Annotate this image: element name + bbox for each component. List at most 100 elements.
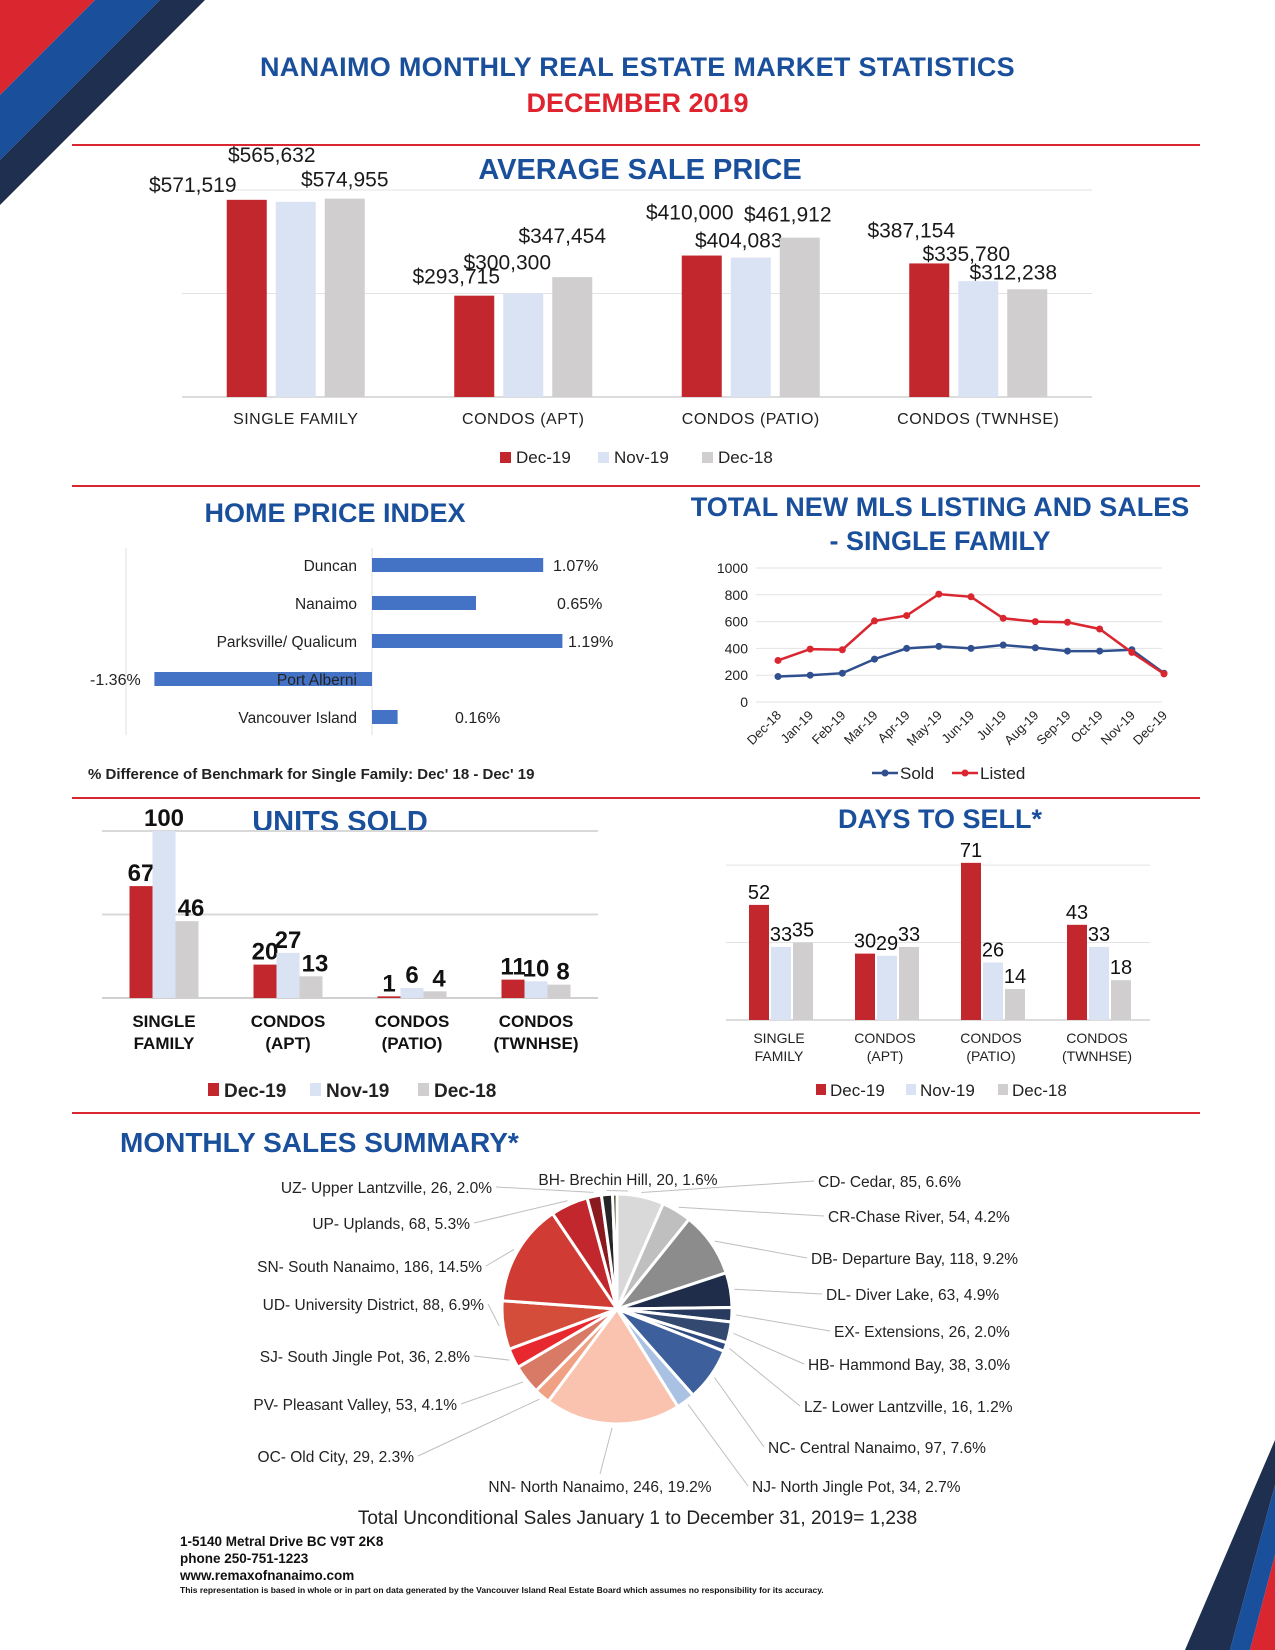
data-label: 20 (252, 939, 279, 966)
leader-line (417, 1398, 540, 1457)
data-label: 4 (432, 965, 446, 992)
bar-dec-18 (552, 277, 593, 397)
series-point-sold (1096, 647, 1104, 655)
sales-summary-title: MONTHLY SALES SUMMARY* (120, 1127, 519, 1158)
series-point-sold (1064, 647, 1071, 655)
legend-label: Dec-18 (434, 1081, 496, 1102)
pie-label: UD- University District, 88, 6.9% (263, 1297, 485, 1314)
sales-summary-pie-chart: CD- Cedar, 85, 6.6% CR-Chase River, 54, 4… (253, 1172, 1018, 1496)
units-sold-title: UNITS SOLD (252, 806, 428, 838)
bar-nov-19 (958, 281, 999, 397)
legend-marker (881, 769, 889, 777)
contact-website[interactable]: www.remaxofnanaimo.com (180, 1568, 355, 1583)
series-point-sold (774, 673, 782, 681)
hpi-category-label: Nanaimo (295, 596, 357, 613)
pie-slice (500, 1211, 620, 1311)
hpi-category-label: Port Alberni (277, 672, 357, 689)
series-point-listed (774, 656, 782, 664)
legend-label: Sold (900, 764, 934, 783)
legend-swatch (816, 1084, 826, 1095)
bar-dec-18 (1111, 980, 1131, 1020)
data-label: 29 (876, 933, 898, 955)
legend-label: Nov-19 (920, 1081, 975, 1100)
total-sales: Total Unconditional Sales January 1 to D… (357, 1508, 918, 1529)
category-label: CONDOS (499, 1012, 574, 1031)
hpi-value-label: 1.19% (568, 634, 613, 651)
data-label: $565,632 (228, 144, 316, 167)
avg-sale-price-chart: $571,519 $565,632$574,955 SINGLE FAMILY $29… (149, 144, 1092, 467)
contact-phone: phone 250-751-1223 (180, 1551, 309, 1566)
legend-label: Nov-19 (614, 448, 669, 467)
category-label: SINGLE (753, 1030, 804, 1046)
leader-line (473, 1200, 568, 1224)
leader-line (487, 1303, 500, 1327)
pie-label: SN- South Nanaimo, 186, 14.5% (257, 1259, 482, 1276)
leader-line (678, 1206, 825, 1217)
pie-label: BH- Brechin Hill, 20, 1.6% (538, 1172, 717, 1189)
section-divider (72, 485, 1200, 487)
bottom-right-blue-stripe (1230, 1485, 1275, 1650)
mls-title-line2: - SINGLE FAMILY (829, 526, 1051, 556)
section-divider (72, 797, 1200, 799)
bar-nov-19 (877, 955, 897, 1020)
bottom-right-red-stripe (1250, 1555, 1275, 1650)
data-label: 33 (770, 924, 792, 946)
pie-slice (546, 1306, 680, 1426)
data-label: 8 (556, 959, 569, 986)
bar-dec-19 (1067, 924, 1087, 1020)
leader-line (485, 1248, 515, 1267)
legend-label: Dec-19 (830, 1081, 885, 1100)
hpi-category-label: Parksville/ Qualicum (217, 634, 357, 651)
data-label: 18 (1110, 957, 1132, 979)
leader-line (713, 1377, 765, 1448)
series-point-listed (935, 590, 943, 598)
category-label: CONDOS (375, 1012, 450, 1031)
bar-dec-18 (793, 942, 813, 1020)
bar-nov-19 (983, 962, 1003, 1020)
legend-swatch (310, 1083, 321, 1096)
pie-label: CR-Chase River, 54, 4.2% (828, 1209, 1010, 1226)
pie-label: SJ- South Jingle Pot, 36, 2.8% (260, 1349, 470, 1366)
series-point-sold (903, 644, 911, 652)
leader-line (473, 1355, 510, 1361)
bar-nov-19 (1089, 946, 1109, 1020)
leader-line (733, 1332, 805, 1365)
bar-dec-19 (749, 904, 769, 1020)
legend-label: Dec-19 (516, 448, 571, 467)
series-point-sold (871, 655, 878, 663)
bar-dec-18 (299, 976, 323, 998)
legend-label: Nov-19 (326, 1081, 389, 1102)
category-label: CONDOS (TWNHSE) (897, 411, 1059, 428)
hpi-bar (372, 710, 398, 724)
category-label: FAMILY (134, 1034, 195, 1053)
data-label: 33 (1088, 924, 1110, 946)
bar-dec-18 (324, 198, 365, 397)
data-label: 100 (144, 805, 184, 832)
page-title: NANAIMO MONTHLY REAL ESTATE MARKET STATI… (259, 52, 1015, 82)
data-label: 11 (500, 954, 525, 981)
series-point-sold (935, 642, 943, 650)
leader-line (687, 1404, 749, 1487)
data-label: $293,715 (412, 266, 500, 289)
data-label: 10 (523, 955, 550, 982)
pie-label: HB- Hammond Bay, 38, 3.0% (808, 1357, 1010, 1374)
series-point-listed (1160, 670, 1168, 678)
bar-dec-19 (909, 263, 950, 397)
hpi-bar (372, 634, 563, 648)
data-label: 30 (854, 931, 876, 953)
legend-label: Dec-19 (224, 1081, 286, 1102)
data-label: $571,519 (149, 174, 237, 197)
category-label: CONDOS (251, 1012, 326, 1031)
hpi-value-label: 0.16% (455, 710, 500, 727)
data-label: $410,000 (646, 202, 734, 225)
series-point-listed (967, 593, 975, 601)
data-label: $461,912 (744, 204, 832, 227)
series-point-listed (871, 617, 878, 625)
bar-nov-19 (730, 257, 771, 397)
pie-label: PV- Pleasant Valley, 53, 4.1% (253, 1397, 457, 1414)
category-label: SINGLE FAMILY (233, 411, 358, 428)
series-point-sold (999, 641, 1007, 649)
category-label: (APT) (265, 1034, 310, 1053)
y-tick-label: 1000 (717, 560, 748, 576)
series-point-sold (1031, 644, 1039, 652)
